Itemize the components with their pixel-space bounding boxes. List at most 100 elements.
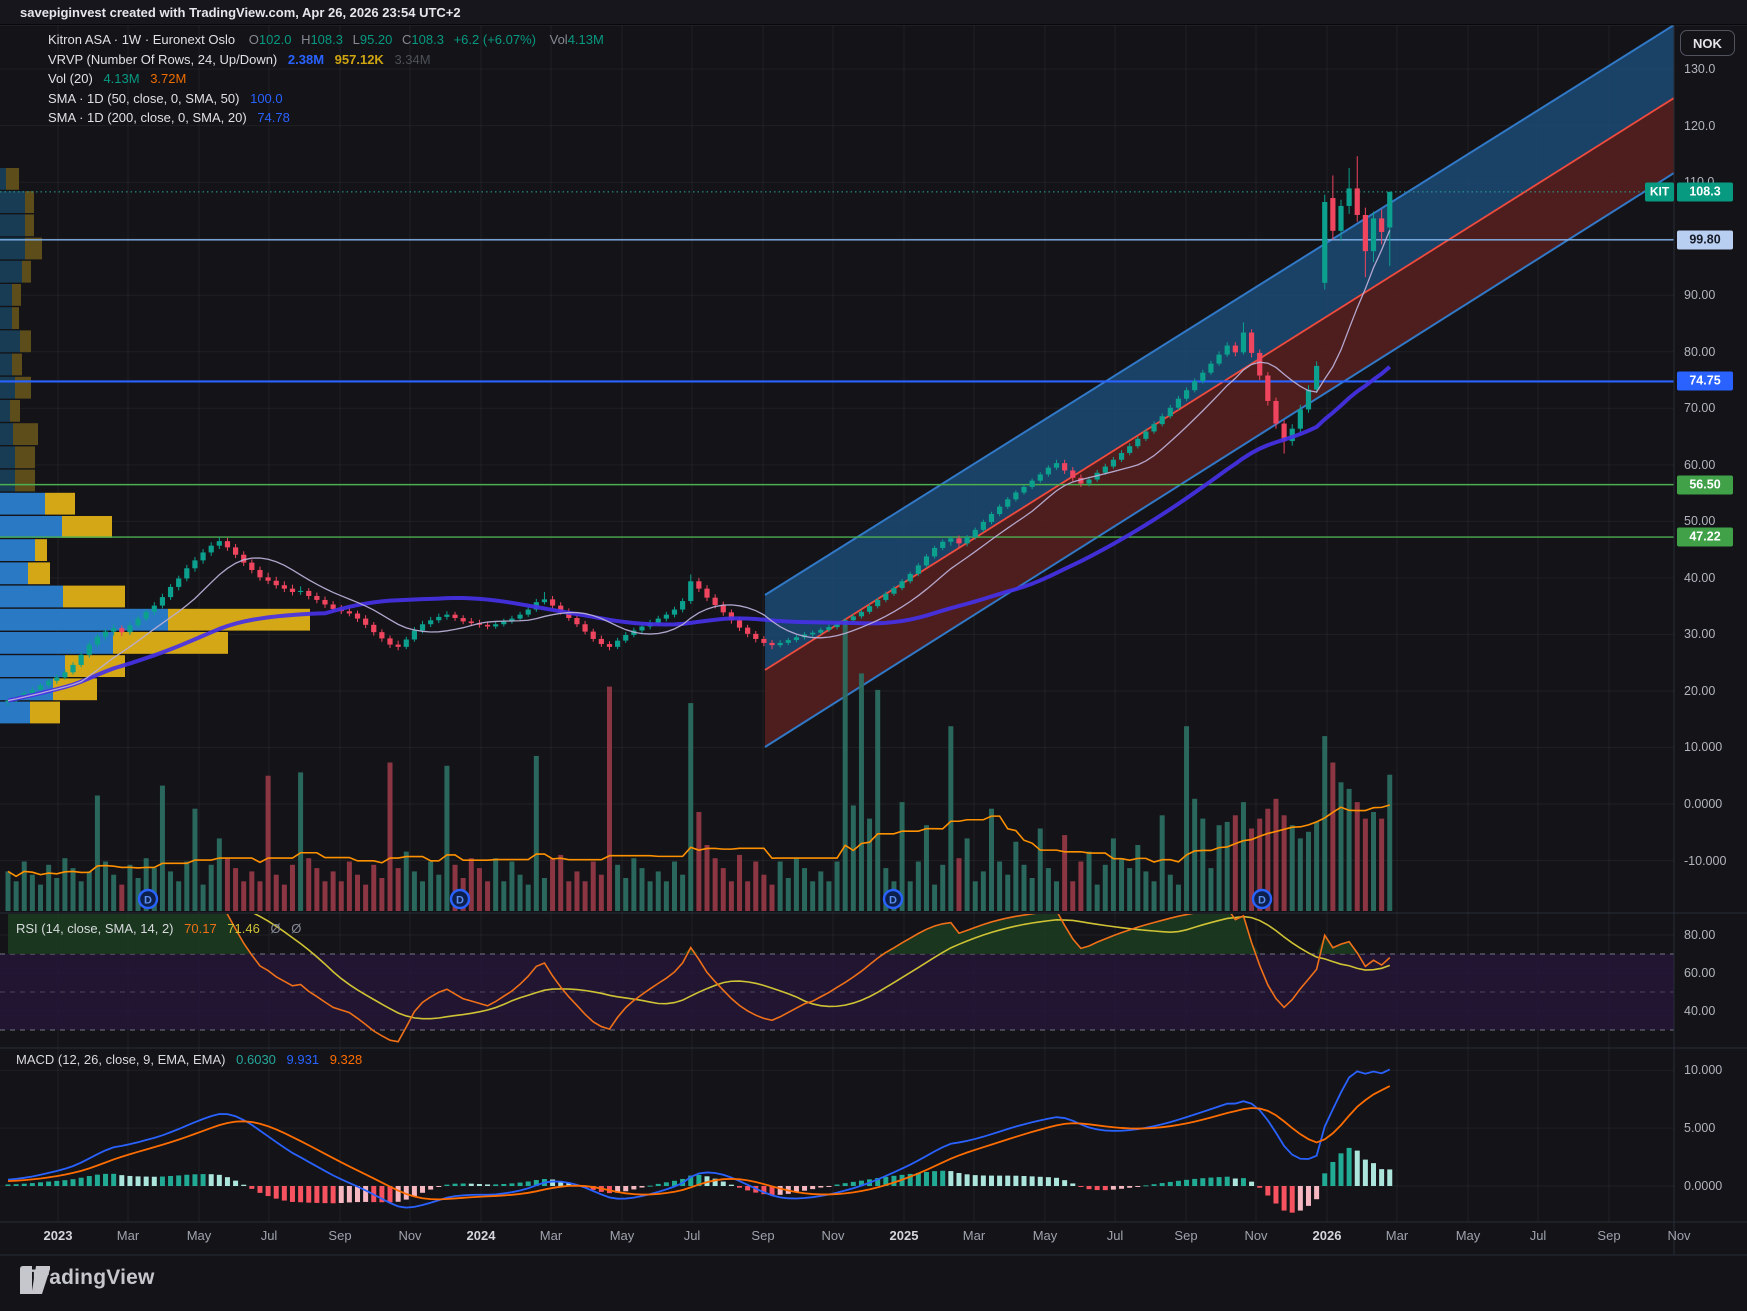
time-axis-label-May[interactable]: May [609,1228,635,1243]
time-axis-label-Sep[interactable]: Sep [751,1228,775,1243]
dividend-marker[interactable] [882,888,904,910]
time-axis-label-2024[interactable]: 2024 [466,1228,496,1243]
time-axis-label-Nov[interactable]: Nov [821,1228,845,1243]
time-axis-label-May[interactable]: May [1455,1228,1481,1243]
sma200-name[interactable]: SMA · 1D (200, close, 0, SMA, 20) [48,110,247,125]
volume-bar [696,812,702,911]
macd-legend-row[interactable]: MACD (12, 26, close, 9, EMA, EMA) 0.6030… [16,1052,362,1067]
macd-histogram-bar [168,1175,174,1186]
volume-bar [1297,838,1303,911]
candle-body [143,611,149,619]
price-axis-tick: 90.00 [1684,288,1716,303]
candle-body [1330,198,1336,231]
candle-body [509,618,515,622]
candle-body [5,700,11,703]
sma200-legend-row[interactable]: SMA · 1D (200, close, 0, SMA, 20) 74.78 [48,108,604,128]
time-axis-label-May[interactable]: May [186,1228,212,1243]
volume-profile-down-bar [35,539,47,561]
sma200-line[interactable] [7,365,1392,703]
vol-legend-row[interactable]: Vol (20) 4.13M 3.72M [48,69,604,89]
volume-profile-down-bar [20,330,31,353]
tradingview-logo[interactable]: TradingView [20,1266,155,1294]
volume-bar [46,864,52,911]
macd-line [7,1068,1391,1209]
vrvp-legend-row[interactable]: VRVP (Number Of Rows, 24, Up/Down) 2.38M… [48,50,604,70]
symbol-title[interactable]: Kitron ASA · 1W · Euronext Oslo [48,32,236,47]
dividend-marker[interactable] [449,888,471,910]
time-axis-label-Jul[interactable]: Jul [683,1228,701,1243]
volume-bar [273,874,279,911]
candle-body [1062,463,1068,471]
channel-center-line[interactable] [764,97,1674,671]
macd-histogram-bar [1094,1186,1100,1191]
macd-name[interactable]: MACD (12, 26, close, 9, EMA, EMA) [16,1052,226,1067]
time-axis-label-2023[interactable]: 2023 [43,1228,73,1243]
vol-name[interactable]: Vol (20) [48,71,93,86]
time-axis-label-Jul[interactable]: Jul [260,1228,278,1243]
time-axis-label-Nov[interactable]: Nov [398,1228,422,1243]
attribution-text: savepiginvest created with TradingView.c… [20,5,461,20]
time-axis-label-Sep[interactable]: Sep [1597,1228,1621,1243]
channel-lower-line[interactable] [764,172,1674,748]
sma50-legend-row[interactable]: SMA · 1D (50, close, 0, SMA, 50) 100.0 [48,89,604,109]
candle-body [37,685,44,690]
candle-body [1379,218,1385,232]
rsi-axis-tick: 40.00 [1684,1004,1716,1018]
volume-profile-up-bar [0,492,45,515]
time-axis-label-Nov[interactable]: Nov [1667,1228,1691,1243]
candle-body [712,597,718,606]
candle-body [387,638,393,645]
time-axis-label-Jul[interactable]: Jul [1106,1228,1124,1243]
currency-button[interactable]: NOK [1680,30,1735,56]
candle-body [1265,375,1271,401]
time-axis-label-Mar[interactable]: Mar [116,1228,140,1243]
time-axis-label-Nov[interactable]: Nov [1244,1228,1268,1243]
time-axis-label-Sep[interactable]: Sep [328,1228,352,1243]
volume-bar [769,884,775,911]
time-axis-label-Jul[interactable]: Jul [1529,1228,1547,1243]
vrvp-name[interactable]: VRVP (Number Of Rows, 24, Up/Down) [48,51,278,67]
candle-body [728,612,734,621]
time-axis-label-2026[interactable]: 2026 [1312,1228,1342,1243]
candle-body [1354,188,1360,215]
time-axis-label-Sep[interactable]: Sep [1174,1228,1198,1243]
volume-bar [948,726,954,911]
macd-histogram-bar [1257,1186,1263,1188]
macd-histogram-bar [745,1186,751,1191]
volume-profile-up-bar [0,307,12,329]
volume-bar [1322,736,1328,911]
time-axis-label-May[interactable]: May [1032,1228,1058,1243]
volume-profile-down-bar [15,376,31,399]
volume-bar [151,868,157,911]
macd-histogram-bar [923,1171,929,1186]
macd-histogram-bar [533,1180,539,1186]
rsi-ma-line [253,914,1391,1020]
time-axis-label-2025[interactable]: 2025 [889,1228,919,1243]
rsi-name[interactable]: RSI (14, close, SMA, 14, 2) [16,921,174,936]
candle-body [1110,459,1117,467]
dividend-marker[interactable] [137,888,159,910]
channel-upper-fill[interactable] [765,25,1674,670]
channel-upper-line[interactable] [764,25,1674,596]
sma50-line[interactable] [7,229,1391,702]
candle-body [875,599,881,607]
macd-histogram-bar [273,1186,279,1199]
symbol-legend-row[interactable]: Kitron ASA · 1W · Euronext Oslo O102.0 H… [48,30,604,50]
channel-lower-fill[interactable] [765,98,1674,747]
volume-bar [233,868,239,911]
volume-bar [1151,881,1157,911]
macd-histogram-bar [818,1186,824,1188]
volume-profile-down-bar [13,423,38,445]
time-axis-label-Mar[interactable]: Mar [1385,1228,1409,1243]
sma50-name[interactable]: SMA · 1D (50, close, 0, SMA, 50) [48,90,240,106]
rsi-legend-row[interactable]: RSI (14, close, SMA, 14, 2) 70.17 71.46 … [16,921,301,936]
volume-bar [997,861,1003,911]
volume-profile-down-bar [28,562,50,585]
candle-body [1208,363,1214,373]
dividend-marker[interactable] [1251,888,1273,910]
candle-body [436,616,442,621]
time-axis-label-Mar[interactable]: Mar [539,1228,563,1243]
macd-histogram-bar [1387,1169,1393,1186]
time-axis-label-Mar[interactable]: Mar [962,1228,986,1243]
